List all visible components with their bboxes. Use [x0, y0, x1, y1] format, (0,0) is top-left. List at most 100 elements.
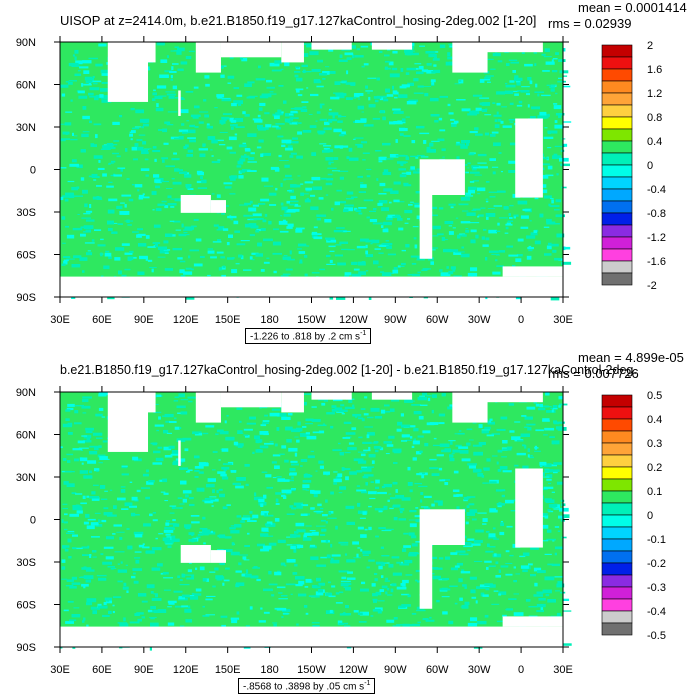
field-cell [530, 574, 536, 577]
field-cell [429, 422, 439, 425]
field-cell [182, 490, 192, 494]
field-cell [264, 523, 271, 526]
field-cell [152, 519, 158, 522]
field-cell [546, 84, 556, 86]
field-cell [388, 201, 392, 204]
field-cell [300, 465, 303, 467]
field-cell [163, 429, 169, 434]
field-cell [383, 188, 393, 192]
field-cell [450, 266, 456, 270]
field-cell [211, 161, 220, 164]
field-cell [198, 471, 204, 474]
field-cell [416, 259, 425, 261]
field-cell [389, 497, 396, 500]
field-cell [155, 537, 158, 540]
field-cell [562, 610, 572, 612]
field-cell [244, 154, 247, 156]
field-cell [339, 591, 344, 594]
field-cell [396, 561, 401, 564]
field-cell [399, 128, 408, 132]
field-cell [69, 163, 79, 167]
field-cell [132, 256, 137, 259]
field-cell [229, 56, 234, 59]
field-cell [547, 599, 556, 603]
field-cell [500, 416, 508, 420]
field-cell [339, 201, 346, 204]
field-cell [546, 478, 552, 481]
field-cell [368, 559, 375, 562]
field-cell [335, 602, 343, 604]
field-cell [170, 50, 176, 52]
field-cell [71, 614, 81, 618]
field-cell [333, 471, 338, 473]
field-cell [505, 223, 513, 226]
field-cell [106, 514, 117, 517]
field-cell [506, 608, 513, 611]
field-cell [400, 265, 405, 267]
field-cell [260, 607, 263, 610]
panel-bottom: b.e21.B1850.f19_g17.127kaControl_hosing-… [0, 350, 700, 700]
field-cell [494, 119, 498, 122]
field-cell [129, 621, 140, 624]
field-cell [331, 405, 337, 409]
field-cell [438, 557, 444, 560]
field-cell [156, 103, 159, 108]
field-cell [157, 609, 167, 613]
field-cell [176, 50, 182, 55]
field-cell [186, 154, 193, 157]
field-cell [328, 118, 337, 122]
field-cell [285, 426, 293, 431]
field-cell [120, 167, 123, 172]
field-cell [246, 96, 255, 99]
field-cell [363, 413, 369, 416]
field-cell [63, 528, 68, 531]
field-cell [242, 111, 246, 115]
field-cell [555, 92, 558, 95]
field-cell [469, 181, 475, 183]
field-cell [159, 74, 169, 78]
field-cell [250, 575, 259, 579]
field-cell [186, 471, 190, 473]
field-cell [249, 511, 253, 514]
field-cell [322, 78, 326, 80]
colorbar-label: -0.2 [647, 558, 666, 570]
field-cell [224, 536, 232, 539]
field-cell [81, 133, 89, 138]
field-cell [557, 530, 561, 532]
field-cell [239, 554, 248, 556]
field-cell [403, 182, 409, 185]
field-cell [450, 552, 458, 555]
colorbar-cell [601, 418, 633, 432]
field-cell [430, 114, 440, 117]
field-cell [164, 268, 174, 271]
field-cell [473, 451, 483, 456]
field-cell [287, 223, 294, 227]
field-cell [136, 234, 142, 238]
field-cell [158, 129, 163, 131]
field-cell [202, 529, 210, 534]
field-cell [173, 152, 177, 155]
field-cell [514, 421, 521, 423]
field-cell [248, 416, 256, 420]
field-cell [386, 619, 395, 623]
field-cell [243, 214, 253, 217]
field-cell [159, 180, 169, 183]
field-cell [81, 583, 89, 587]
field-cell [489, 509, 498, 513]
field-cell [269, 204, 277, 206]
field-cell [524, 426, 529, 428]
field-cell [419, 395, 425, 397]
field-cell [132, 127, 140, 130]
field-cell [71, 159, 77, 163]
field-cell [130, 138, 133, 141]
field-cell [77, 70, 81, 72]
field-cell [294, 71, 301, 73]
field-cell [473, 167, 480, 169]
field-cell [379, 447, 384, 451]
field-cell [236, 477, 246, 481]
field-cell [404, 155, 408, 157]
field-cell [247, 520, 257, 522]
field-cell [298, 251, 306, 254]
field-cell [107, 220, 114, 225]
field-cell [157, 203, 166, 206]
